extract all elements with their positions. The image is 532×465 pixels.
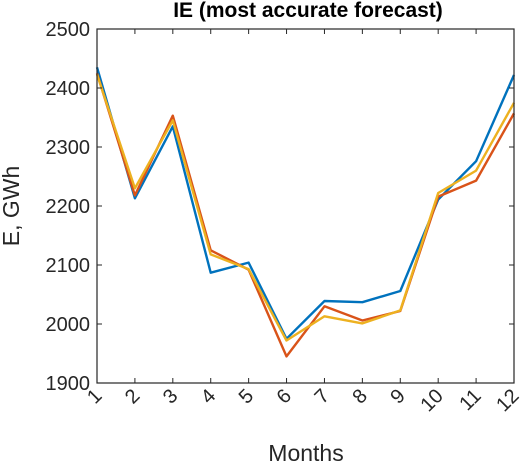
x-tick-label: 8	[348, 385, 371, 408]
x-tick-label: 2	[121, 385, 144, 408]
y-tick-label: 2400	[46, 78, 91, 100]
x-tick-label: 11	[455, 385, 485, 415]
x-tick-label: 9	[386, 385, 409, 408]
x-tick-label: 12	[492, 385, 523, 416]
y-tick-label: 1900	[46, 373, 91, 395]
y-tick-label: 2000	[46, 314, 91, 336]
x-axis-label: Months	[268, 440, 343, 465]
x-tick-label: 1	[83, 385, 106, 408]
x-tick-label: 3	[159, 385, 182, 408]
y-axis-label: E, GWh	[0, 166, 24, 247]
x-tick-label: 10	[416, 385, 447, 416]
chart-title: IE (most accurate forecast)	[173, 0, 443, 22]
y-tick-label: 2100	[46, 255, 91, 277]
x-tick-label: 7	[311, 385, 334, 408]
series-line-1	[95, 66, 516, 340]
y-tick-label: 2300	[46, 137, 91, 159]
series-line-3	[95, 74, 516, 342]
x-tick-label: 4	[197, 385, 220, 408]
x-tick-label: 6	[273, 385, 296, 408]
y-tick-label: 2500	[46, 19, 91, 41]
series-line-2	[95, 72, 516, 358]
y-tick-label: 2200	[46, 196, 91, 218]
x-tick-label: 5	[235, 385, 258, 408]
